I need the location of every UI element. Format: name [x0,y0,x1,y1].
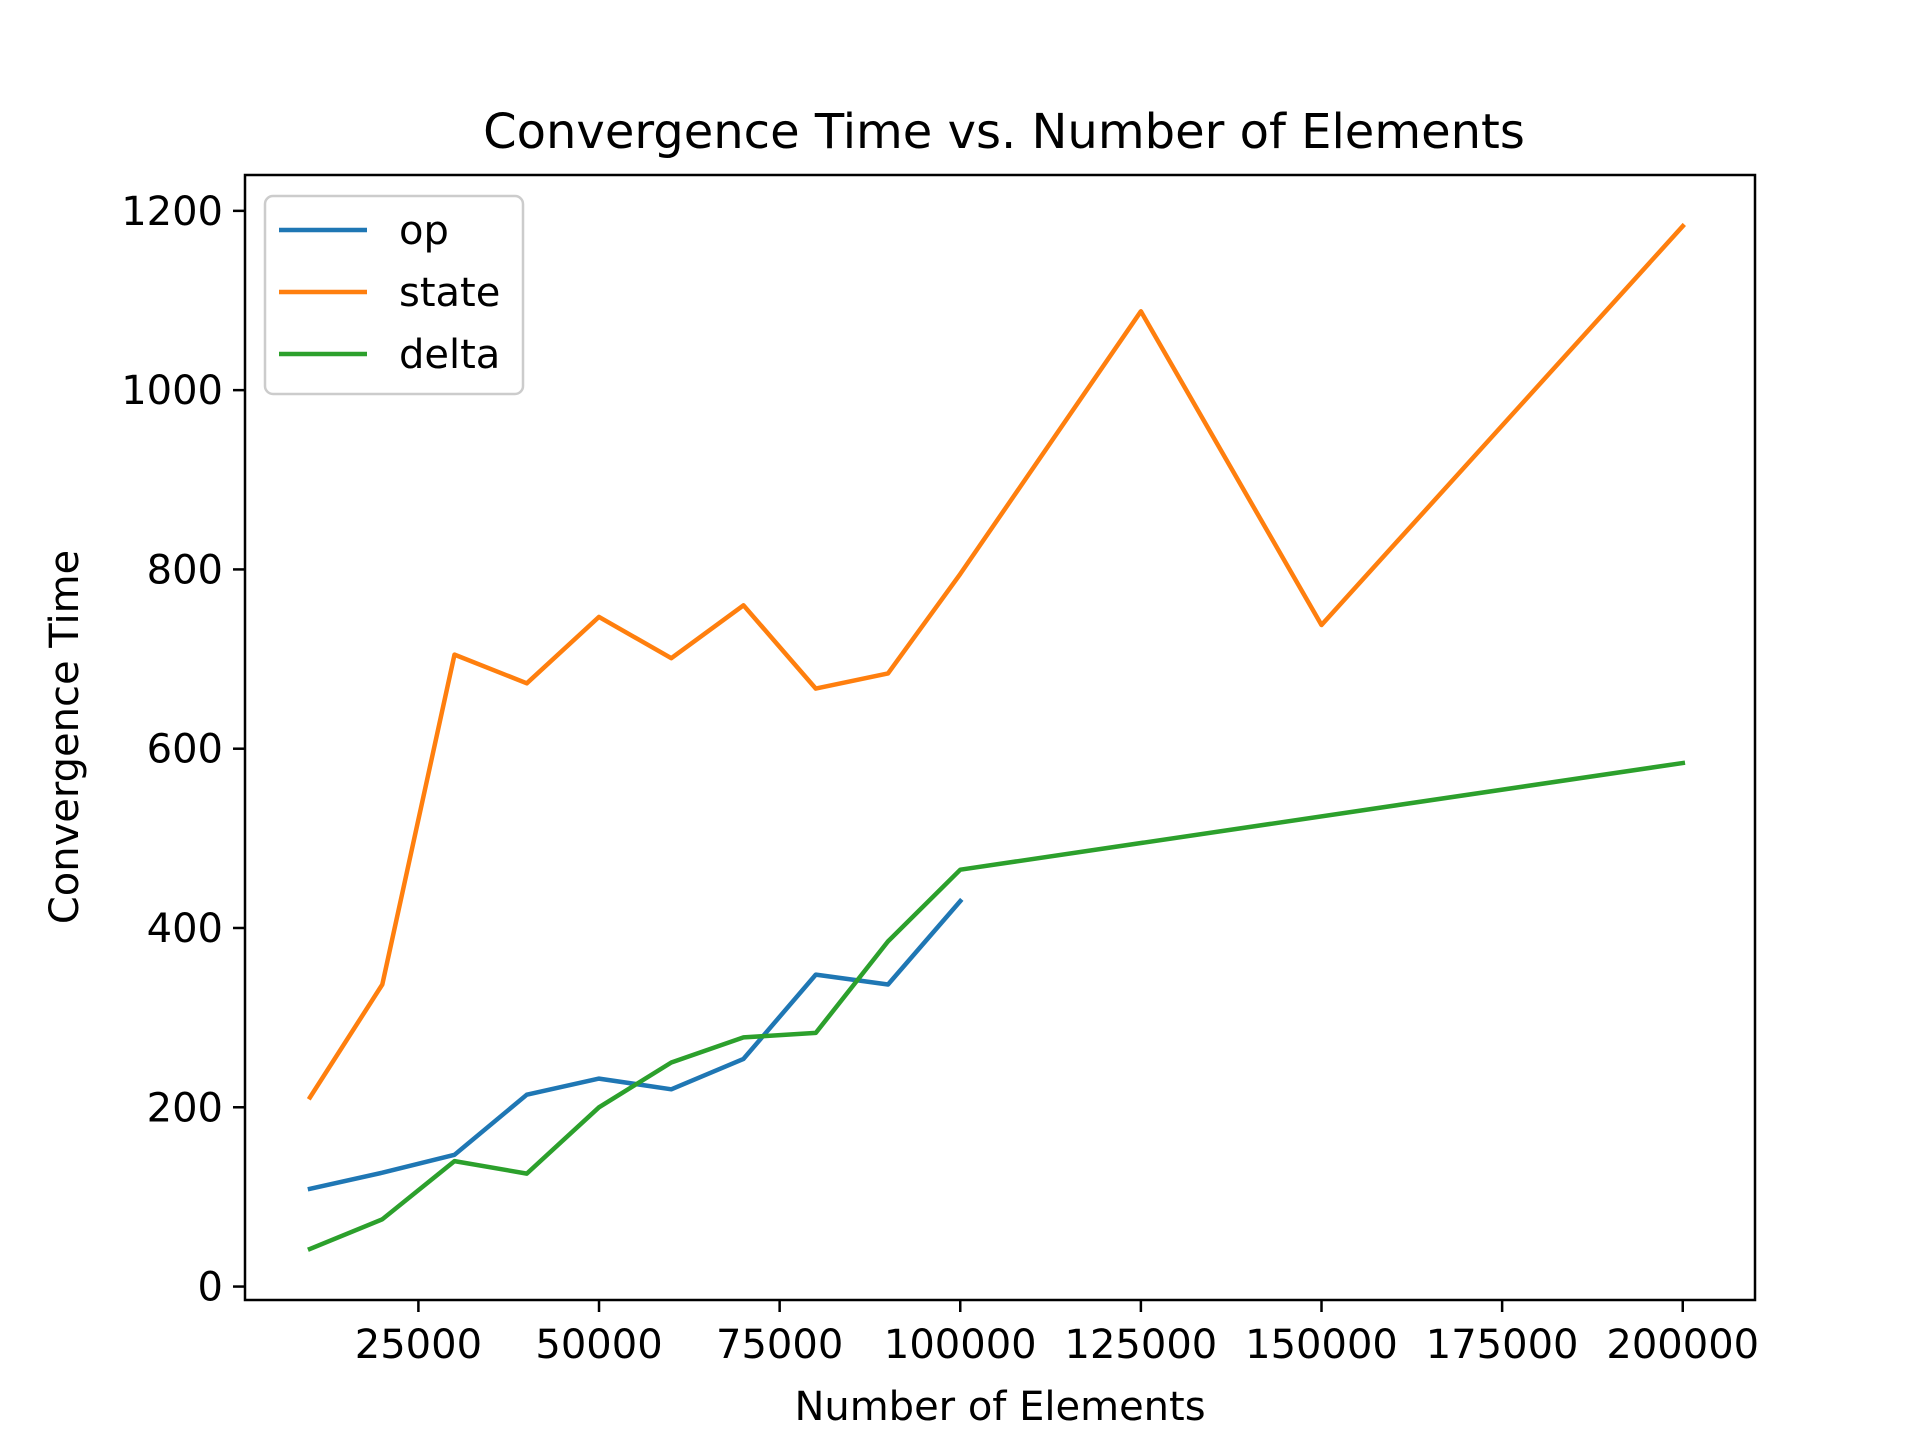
y-tick-label: 800 [147,547,223,593]
x-axis: 25000 50000 75000 100000 125000 150000 175000 2… [355,1300,1759,1368]
series-line-delta [307,760,1686,1252]
series-line-state [306,222,1686,1101]
legend: op state delta [263,194,525,396]
x-tick-label: 200000 [1606,1322,1759,1368]
y-tick-label: 400 [147,906,223,952]
legend-label-op: op [399,208,449,254]
y-tick-label: 0 [198,1265,223,1311]
x-tick-label: 25000 [355,1322,482,1368]
chart-title: Convergence Time vs. Number of Elements [483,104,1525,160]
x-tick-label: 125000 [1065,1322,1218,1368]
x-tick-label: 100000 [884,1322,1037,1368]
y-tick-label: 1200 [121,189,223,235]
x-tick-label: 175000 [1426,1322,1579,1368]
series-group [306,222,1686,1252]
y-axis-label: Convergence Time [42,550,88,924]
y-axis: 0 200 400 600 800 1000 1200 [121,189,245,1311]
y-tick-label: 200 [147,1085,223,1131]
x-axis-label: Number of Elements [794,1384,1205,1430]
legend-label-delta: delta [399,332,500,378]
x-tick-label: 75000 [716,1322,843,1368]
x-tick-label: 50000 [535,1322,662,1368]
x-tick-label: 150000 [1245,1322,1398,1368]
y-tick-label: 600 [147,727,223,773]
legend-box [263,194,525,396]
plot-frame [243,173,1757,1302]
legend-label-state: state [399,270,500,316]
y-tick-label: 1000 [121,368,223,414]
